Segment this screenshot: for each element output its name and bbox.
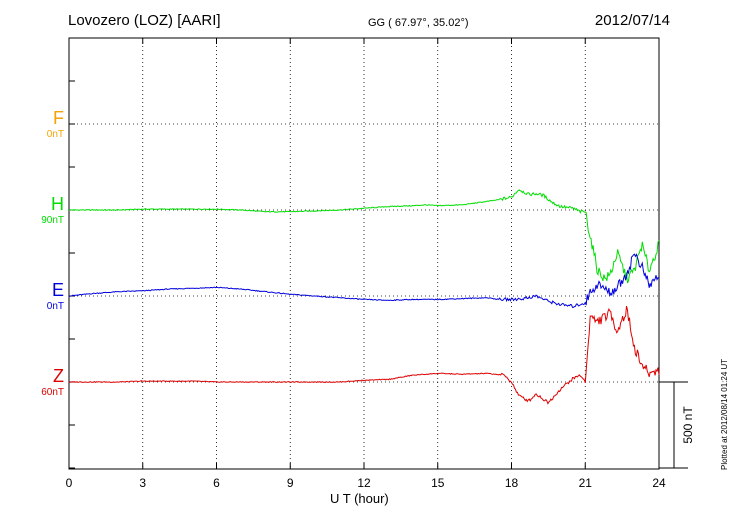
series-line-e xyxy=(68,253,660,308)
channel-label-h: H 90nT xyxy=(4,194,64,226)
x-tick-label: 0 xyxy=(66,476,73,490)
series-line-z xyxy=(68,305,660,405)
channel-unit-e: 0nT xyxy=(46,301,64,312)
x-tick-label: 15 xyxy=(431,476,445,490)
x-axis-label: U T (hour) xyxy=(330,491,389,506)
channel-label-f: F 0nT xyxy=(4,108,64,140)
channel-name-e: E xyxy=(51,280,64,300)
date-label: 2012/07/14 xyxy=(594,12,670,29)
channel-name-f: F xyxy=(53,108,64,128)
channel-unit-h: 90nT xyxy=(41,215,64,226)
channel-unit-f: 0nT xyxy=(46,129,64,140)
channel-label-z: Z 60nT xyxy=(4,366,64,398)
x-tick-label: 9 xyxy=(287,476,294,490)
plotted-timestamp: Plotted at 2012/08/14 01:24 UT xyxy=(720,358,729,470)
x-tick-label: 18 xyxy=(505,476,519,490)
series-line-h xyxy=(68,189,660,284)
channel-name-z: Z xyxy=(53,366,64,386)
coordinates-label: GG ( 67.97°, 35.02°) xyxy=(368,17,469,29)
x-tick-label: 6 xyxy=(213,476,220,490)
channel-unit-z: 60nT xyxy=(41,387,64,398)
chart-title: Lovozero (LOZ) [AARI] xyxy=(68,12,221,29)
scale-bar-label: 500 nT xyxy=(681,406,695,444)
x-tick-label: 3 xyxy=(139,476,146,490)
x-tick-label: 12 xyxy=(357,476,371,490)
x-tick-label: 24 xyxy=(652,476,666,490)
x-tick-label: 21 xyxy=(579,476,593,490)
channel-name-h: H xyxy=(51,194,64,214)
channel-label-e: E 0nT xyxy=(4,280,64,312)
